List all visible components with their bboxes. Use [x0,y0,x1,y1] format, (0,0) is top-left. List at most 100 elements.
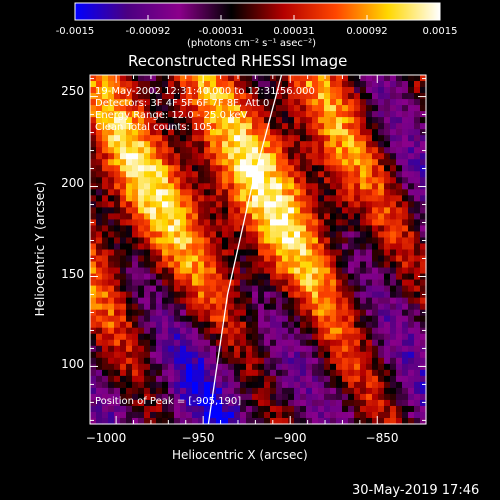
heatmap-cell [360,285,367,293]
heatmap-cell [258,123,265,130]
heatmap-cell [102,261,109,269]
heatmap-cell [108,369,115,377]
heatmap-cell [420,99,427,106]
heatmap-cell [354,261,361,269]
heatmap-cell [258,297,265,305]
heatmap-cell [96,375,103,383]
heatmap-cell [234,111,241,118]
heatmap-cell [120,75,127,82]
heatmap-cell [96,297,103,305]
heatmap-cell [378,309,385,317]
heatmap-cell [138,357,145,365]
heatmap-cell [186,417,193,425]
heatmap-cell [390,285,397,293]
heatmap-cell [258,411,265,419]
heatmap-cell [96,105,103,112]
heatmap-cell [126,147,133,154]
heatmap-cell [270,339,277,347]
heatmap-cell [252,321,259,329]
heatmap-cell [198,291,205,299]
y-tick-label: 150 [61,267,84,281]
heatmap-cell [150,171,157,178]
heatmap-cell [414,213,421,221]
heatmap-cell [138,381,145,389]
heatmap-cell [174,363,181,371]
heatmap-cell [96,189,103,196]
heatmap-cell [336,117,343,124]
heatmap-cell [240,183,247,190]
heatmap-cell [210,411,217,419]
heatmap-cell [318,195,325,202]
heatmap-cell [414,177,421,184]
heatmap-cell [210,369,217,377]
heatmap-cell [108,375,115,383]
heatmap-cell [324,399,331,407]
heatmap-cell [414,249,421,257]
heatmap-cell [390,273,397,281]
heatmap-cell [348,81,355,88]
heatmap-cell [228,147,235,154]
heatmap-cell [108,99,115,106]
heatmap-cell [408,165,415,172]
heatmap-cell [222,345,229,353]
heatmap-cell [180,87,187,94]
heatmap-cell [114,213,121,221]
heatmap-cell [408,207,415,214]
heatmap-cell [258,207,265,214]
heatmap-cell [396,123,403,130]
heatmap-cell [420,231,427,239]
heatmap-cell [222,351,229,359]
heatmap-cell [318,369,325,377]
heatmap-cell [270,75,277,82]
heatmap-cell [342,147,349,154]
heatmap-cell [354,159,361,166]
heatmap-cell [336,165,343,172]
heatmap-cell [366,405,373,413]
heatmap-cell [156,285,163,293]
heatmap-cell [378,345,385,353]
heatmap-cell [120,81,127,88]
heatmap-cell [264,93,271,100]
heatmap-cell [168,141,175,148]
heatmap-cell [96,231,103,239]
heatmap-cell [216,309,223,317]
heatmap-cell [276,159,283,166]
colorbar-tick-label: -0.00031 [198,26,244,37]
heatmap-cell [276,171,283,178]
heatmap-cell [216,375,223,383]
heatmap-cell [114,243,121,251]
heatmap-cell [318,411,325,419]
heatmap-cell [144,183,151,190]
heatmap-cell [414,135,421,142]
heatmap-cell [360,333,367,341]
heatmap-cell [372,99,379,106]
heatmap-cell [162,387,169,395]
heatmap-cell [378,225,385,233]
heatmap-cell [294,165,301,172]
heatmap-cell [114,93,121,100]
heatmap-cell [90,357,97,365]
heatmap-cell [252,405,259,413]
heatmap-cell [330,171,337,178]
heatmap-cell [90,243,97,251]
heatmap-cell [246,387,253,395]
heatmap-cell [402,387,409,395]
heatmap-cell [348,141,355,148]
heatmap-cell [108,219,115,227]
heatmap-cell [240,339,247,347]
heatmap-cell [234,219,241,227]
heatmap-cell [150,135,157,142]
heatmap-cell [342,135,349,142]
heatmap-cell [138,219,145,227]
heatmap-cell [378,333,385,341]
heatmap-cell [102,129,109,136]
heatmap-cell [282,381,289,389]
heatmap-cell [114,237,121,245]
heatmap-cell [324,165,331,172]
heatmap-cell [192,387,199,395]
heatmap-cell [252,117,259,124]
heatmap-cell [348,255,355,263]
heatmap-cell [294,273,301,281]
heatmap-cell [396,345,403,353]
heatmap-cell [312,351,319,359]
